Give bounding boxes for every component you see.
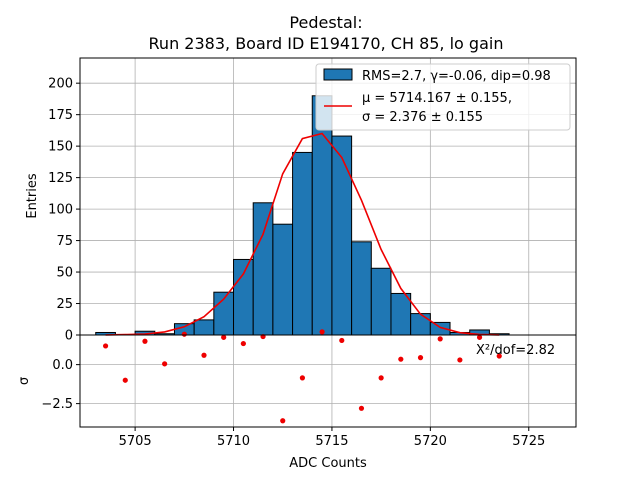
histogram-bar <box>370 267 392 336</box>
residual-point <box>358 405 365 411</box>
legend-histogram-label: RMS=2.7, γ=-0.06, dip=0.98 <box>362 69 551 84</box>
residual-point <box>280 418 286 424</box>
residual-point <box>122 377 128 383</box>
legend-fit-label-line1: μ = 5714.167 ± 0.155, <box>362 91 512 106</box>
residual-point <box>221 334 227 340</box>
histogram-y-tick-label: 150 <box>48 140 73 155</box>
x-tick-label: 5715 <box>315 434 348 449</box>
histogram-bar <box>331 135 353 336</box>
histogram-bars <box>95 95 510 336</box>
residual-points <box>102 329 502 424</box>
residual-point <box>142 338 148 344</box>
histogram-bar <box>351 241 372 336</box>
histogram-y-tick-label: 50 <box>56 266 73 281</box>
residual-y-tick-label: −2.5 <box>41 397 73 412</box>
residual-point <box>339 337 345 344</box>
x-tick-label: 5720 <box>414 434 447 449</box>
residual-point <box>496 353 502 359</box>
residual-point <box>417 355 424 361</box>
histogram-y-ticks: 0 25 50 75 100 125 150 175 200 <box>48 77 80 344</box>
x-tick-label: 5710 <box>217 434 250 449</box>
histogram-bar <box>410 313 431 336</box>
x-tick-label: 5725 <box>512 434 545 449</box>
x-axis-label: ADC Counts <box>289 456 367 471</box>
legend-box <box>315 63 571 131</box>
histogram-bar <box>193 319 215 336</box>
residual-y-axis-label: σ <box>17 377 32 385</box>
residual-point <box>457 357 463 363</box>
histogram-bar <box>292 151 313 336</box>
x-tick-label: 5705 <box>119 434 152 449</box>
residual-point <box>102 343 109 349</box>
chi2-annotation: X²/dof=2.82 <box>476 343 555 358</box>
histogram-y-tick-label: 75 <box>56 234 73 249</box>
residual-x-ticks: 5705 5710 5715 5720 5725 <box>119 427 545 449</box>
chart-title-line1: Pedestal: <box>289 13 362 32</box>
legend-histogram-swatch <box>323 68 353 81</box>
residual-frame <box>79 334 577 428</box>
residual-point <box>162 361 168 367</box>
histogram-y-tick-label: 25 <box>56 297 73 312</box>
residual-y-tick-label: 0.0 <box>52 358 73 373</box>
histogram-y-tick-label: 100 <box>48 203 73 218</box>
residual-point <box>299 375 306 381</box>
histogram-y-axis-label: Entries <box>25 173 40 219</box>
histogram-y-tick-label: 200 <box>48 77 73 92</box>
residual-point <box>240 340 246 347</box>
histogram-bar <box>311 95 333 336</box>
legend-fit-label-line2: σ = 2.376 ± 0.155 <box>362 110 483 125</box>
residual-point <box>437 336 443 342</box>
histogram-bar <box>252 202 274 336</box>
histogram-bar <box>272 223 294 336</box>
histogram-panel: 0 25 50 75 100 125 150 175 200 Entries RMS=2.7, … <box>25 57 577 344</box>
residual-panel: 0.0−2.5 5705 5710 5715 5720 5725 ADC Counts … <box>17 329 577 471</box>
residual-y-ticks: 0.0 −2.5 <box>41 358 80 412</box>
residual-point <box>476 334 483 340</box>
histogram-y-tick-label: 0 <box>65 329 73 344</box>
histogram-bar <box>390 292 412 336</box>
residual-point <box>181 331 187 337</box>
chart-title-line2: Run 2383, Board ID E194170, CH 85, lo ga… <box>149 34 504 53</box>
histogram-y-tick-label: 175 <box>48 108 73 123</box>
histogram-bar <box>233 258 254 336</box>
gaussian-fit-line <box>105 132 500 336</box>
residual-point <box>378 375 384 381</box>
legend: RMS=2.7, γ=-0.06, dip=0.98 μ = 5714.167 … <box>315 63 571 131</box>
residual-point <box>319 329 325 335</box>
residual-point <box>201 352 207 358</box>
residual-point <box>398 356 404 362</box>
histogram-y-tick-label: 125 <box>48 171 73 186</box>
